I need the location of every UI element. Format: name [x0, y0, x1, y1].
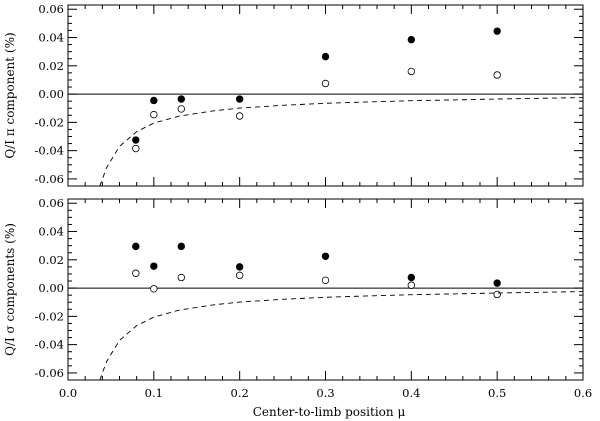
filled-data-point: [321, 252, 330, 260]
filled-data-point: [235, 95, 244, 103]
x-tick-label: 0.4: [402, 386, 420, 400]
open-data-point: [235, 112, 244, 120]
y-tick-label: -0.04: [35, 338, 65, 352]
filled-data-point: [177, 242, 185, 251]
open-data-point: [132, 144, 140, 153]
x-tick-label: 0.1: [145, 386, 163, 400]
y-tick-label: 0.02: [38, 59, 64, 73]
x-tick-label: 0.2: [231, 386, 249, 400]
bottom-panel-sigma-components: 0.06 0.04 0.02 0.00 -0.02 -0.04 -0.06 0.0 0.1 0.2…: [3, 196, 592, 400]
filled-data-point: [321, 52, 330, 61]
y-tick-label: 0.06: [38, 2, 64, 16]
y-tick-label: 0.04: [38, 31, 64, 45]
open-data-point: [235, 271, 244, 280]
y-tick-label: -0.02: [35, 309, 65, 323]
open-data-point: [177, 273, 185, 282]
plot-frame: [67, 4, 584, 187]
open-data-point: [150, 285, 158, 293]
plot-frame: [67, 198, 584, 381]
open-data-point: [150, 110, 158, 119]
filled-data-point: [407, 35, 416, 44]
y-tick-label: 0.04: [38, 225, 64, 239]
open-data-point: [407, 67, 416, 76]
open-data-point: [493, 71, 501, 79]
open-data-point: [493, 290, 501, 299]
filled-data-point: [132, 242, 140, 251]
filled-data-point: [177, 95, 185, 103]
x-tick-label: 0.0: [59, 386, 77, 400]
x-tick-label: 0.3: [316, 386, 334, 400]
filled-data-point: [235, 263, 244, 271]
x-tick-label: 0.6: [574, 386, 592, 400]
filled-data-point: [493, 279, 501, 287]
y-tick-label: 0.00: [38, 87, 64, 101]
model-curve: [99, 97, 583, 186]
y-tick-label: -0.04: [35, 144, 65, 158]
filled-data-point: [150, 96, 158, 105]
x-tick-label: 0.5: [488, 386, 506, 400]
model-curve: [99, 291, 583, 380]
filled-data-point: [407, 273, 416, 282]
y-tick-label: 0.06: [38, 196, 64, 210]
open-data-point: [321, 79, 330, 88]
y-tick-label: 0.00: [38, 281, 64, 295]
open-data-point: [407, 281, 416, 289]
y-tick-label: -0.06: [35, 172, 65, 186]
open-data-point: [132, 269, 140, 277]
y-tick-label: 0.02: [38, 253, 64, 267]
top-panel-pi-component: 0.06 0.04 0.02 0.00 -0.02 -0.04 -0.06 Q/I π com…: [3, 2, 584, 187]
open-data-point: [177, 105, 185, 113]
filled-data-point: [132, 136, 140, 144]
y-tick-label: -0.06: [35, 366, 65, 380]
filled-data-point: [493, 27, 501, 35]
filled-data-point: [150, 262, 158, 270]
y-axis-label: Q/I π component (%): [3, 32, 17, 158]
y-axis-label: Q/I σ components (%): [3, 223, 17, 356]
open-data-point: [321, 276, 330, 285]
y-tick-label: -0.02: [35, 115, 65, 129]
x-axis-label: Center-to-limb position μ: [253, 405, 406, 419]
